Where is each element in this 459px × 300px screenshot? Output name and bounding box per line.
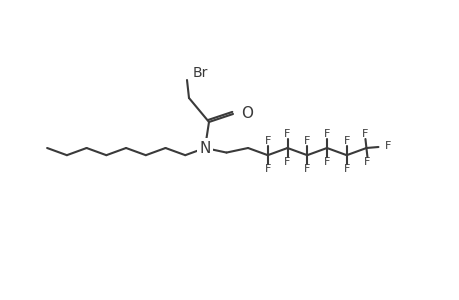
Text: F: F bbox=[264, 164, 270, 174]
Text: F: F bbox=[284, 129, 290, 139]
Text: Br: Br bbox=[193, 66, 208, 80]
Text: F: F bbox=[362, 129, 368, 139]
Text: F: F bbox=[384, 141, 390, 151]
Text: F: F bbox=[303, 164, 310, 174]
Text: F: F bbox=[264, 136, 270, 146]
Text: F: F bbox=[343, 164, 349, 174]
Text: F: F bbox=[284, 157, 290, 167]
Text: F: F bbox=[323, 157, 330, 167]
Text: N: N bbox=[199, 140, 210, 155]
Text: F: F bbox=[303, 136, 310, 146]
Text: F: F bbox=[343, 136, 349, 146]
Text: F: F bbox=[364, 157, 370, 167]
Text: F: F bbox=[323, 129, 330, 139]
Text: O: O bbox=[241, 106, 252, 121]
